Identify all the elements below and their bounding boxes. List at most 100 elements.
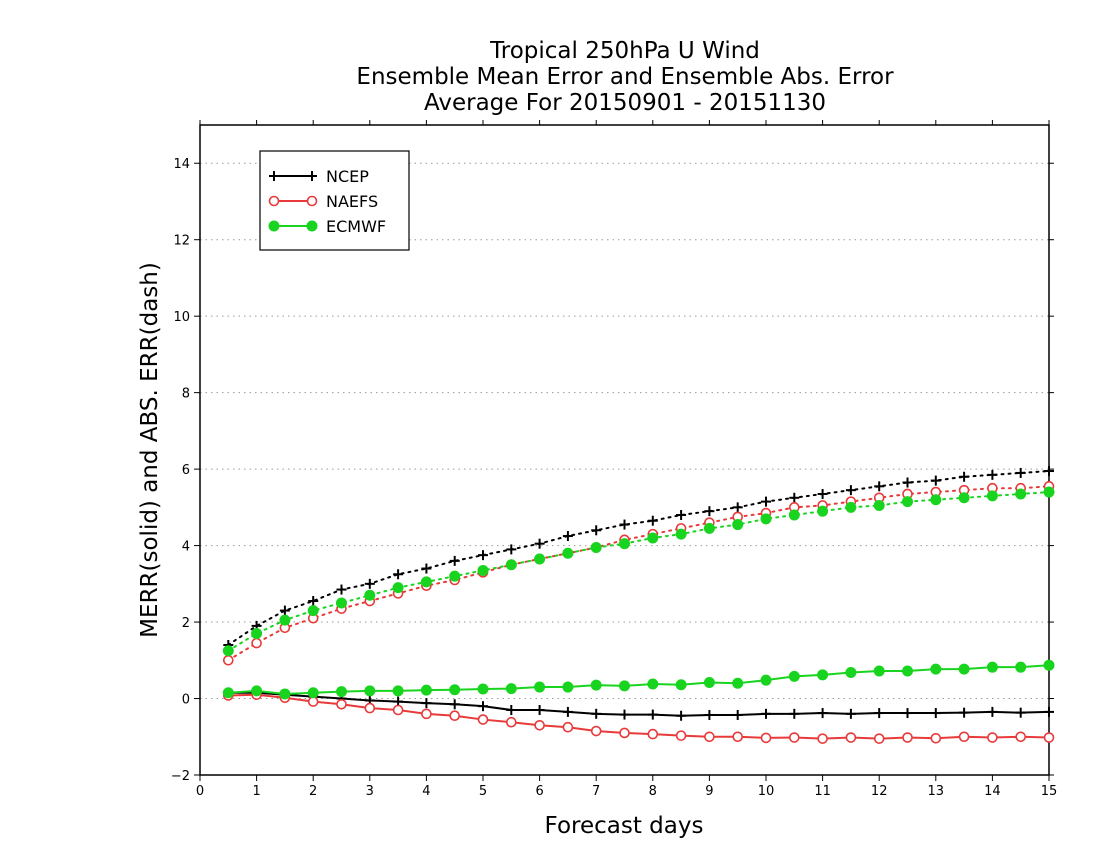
- merr-point: [845, 708, 856, 719]
- abs-err-point: [590, 542, 602, 553]
- merr-point: [449, 699, 460, 710]
- abs-err-point: [1044, 466, 1054, 477]
- merr-point: [704, 709, 715, 720]
- merr-point: [873, 733, 885, 744]
- merr-point: [619, 680, 630, 692]
- abs-err-point: [393, 569, 404, 580]
- merr-point: [421, 698, 432, 709]
- merr-point: [732, 677, 744, 689]
- abs-err-point: [817, 488, 828, 499]
- chart-title-line: Tropical 250hPa U Wind: [489, 38, 760, 64]
- merr-point: [477, 714, 489, 725]
- x-tick-label: 1: [252, 784, 260, 799]
- abs-err-point: [223, 654, 234, 666]
- legend-label: NCEP: [326, 167, 369, 186]
- legend-label: ECMWF: [326, 217, 386, 236]
- merr-point: [845, 732, 857, 743]
- abs-err-point: [222, 645, 234, 657]
- merr-point: [987, 732, 998, 743]
- series: [222, 466, 1055, 744]
- merr-point: [307, 687, 319, 699]
- x-tick-label: 11: [814, 784, 831, 799]
- merr-point: [562, 706, 573, 717]
- merr-point: [817, 669, 829, 681]
- abs-err-point: [761, 496, 771, 507]
- legend-item-naefs: NAEFS: [268, 192, 378, 211]
- merr-point: [619, 727, 630, 739]
- chart-title-line: Ensemble Mean Error and Ensemble Abs. Er…: [356, 64, 894, 90]
- merr-point: [732, 731, 744, 743]
- merr-line: [228, 693, 1050, 740]
- legend: NCEP NAEFS ECMWF: [259, 150, 410, 251]
- merr-point: [986, 661, 998, 673]
- merr-point: [534, 705, 545, 715]
- merr-point: [930, 708, 941, 719]
- abs-err-point: [478, 550, 488, 561]
- merr-point: [817, 733, 828, 744]
- merr-point: [279, 688, 291, 700]
- abs-err-point: [873, 499, 885, 511]
- merr-point: [675, 730, 687, 741]
- abs-err-point: [703, 522, 715, 534]
- merr-point: [619, 709, 630, 720]
- abs-err-point: [958, 492, 970, 504]
- abs-err-point: [279, 614, 291, 626]
- legend-marker: [268, 220, 280, 232]
- x-tick-label: 9: [705, 784, 713, 799]
- x-tick-label: 15: [1041, 784, 1058, 799]
- abs-err-point: [364, 578, 375, 589]
- x-tick-label: 10: [758, 784, 775, 799]
- merr-point: [336, 698, 347, 710]
- abs-err-point: [336, 597, 347, 609]
- abs-err-point: [1015, 488, 1027, 500]
- abs-err-point: [308, 596, 319, 607]
- abs-err-line: [227, 485, 1050, 662]
- merr-point: [420, 684, 432, 696]
- abs-err-point: [392, 582, 404, 594]
- merr-point: [562, 721, 574, 733]
- abs-err-point: [986, 490, 998, 502]
- abs-err-point: [420, 576, 432, 588]
- merr-point: [788, 670, 800, 682]
- merr-point: [590, 725, 602, 737]
- merr-point: [845, 667, 857, 679]
- merr-point: [336, 686, 347, 698]
- merr-point: [506, 705, 517, 715]
- x-tick-label: 6: [535, 784, 543, 799]
- merr-point: [647, 678, 659, 690]
- merr-point: [761, 708, 771, 719]
- merr-point: [873, 665, 885, 677]
- legend-marker: [306, 220, 318, 232]
- merr-point: [449, 684, 461, 696]
- abs-err-point: [902, 477, 913, 488]
- abs-err-point: [336, 584, 347, 595]
- merr-point: [902, 708, 913, 719]
- merr-point: [421, 708, 432, 720]
- merr-point: [958, 663, 970, 675]
- y-tick-label: −2: [171, 769, 190, 784]
- merr-point: [534, 719, 545, 731]
- abs-err-point: [987, 469, 998, 480]
- x-tick-label: 8: [649, 784, 657, 799]
- abs-err-point: [534, 538, 545, 549]
- merr-point: [902, 732, 913, 743]
- merr-point: [874, 708, 885, 719]
- abs-err-point: [845, 485, 856, 496]
- abs-err-point: [364, 589, 376, 601]
- merr-point: [760, 674, 772, 686]
- y-tick-label: 10: [173, 310, 190, 325]
- abs-err-point: [421, 563, 432, 574]
- legend-label: NAEFS: [326, 192, 378, 211]
- merr-point: [392, 704, 404, 716]
- merr-point: [478, 701, 488, 712]
- merr-line: [228, 664, 1050, 695]
- abs-err-point: [251, 637, 262, 649]
- merr-point: [251, 685, 263, 697]
- merr-point: [477, 683, 489, 695]
- abs-err-point: [732, 502, 743, 513]
- merr-point: [732, 709, 743, 720]
- x-tick-label: 12: [871, 784, 888, 799]
- legend-marker: [269, 171, 279, 181]
